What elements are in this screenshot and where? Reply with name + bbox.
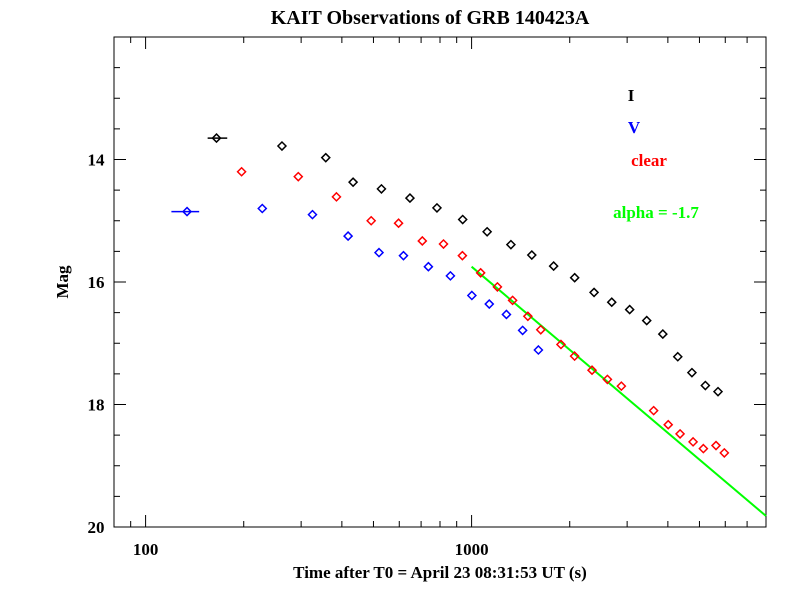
data-point-i: [712, 386, 724, 397]
data-point-clear: [366, 215, 377, 226]
data-point-clear: [555, 339, 567, 350]
data-point-clear: [719, 447, 730, 458]
data-point-i: [569, 272, 580, 283]
data-point-clear: [522, 311, 533, 322]
data-point-i: [276, 140, 288, 152]
data-point-v: [533, 344, 544, 356]
chart-title: KAIT Observations of GRB 140423A: [271, 7, 590, 29]
data-point-i: [526, 249, 537, 261]
y-tick-label: 18: [88, 396, 105, 415]
plot-area: 100 1000 14 16 18 20: [88, 36, 767, 559]
data-point-i: [641, 315, 652, 326]
data-point-v: [307, 209, 318, 220]
data-point-v: [466, 290, 477, 301]
data-point-v: [501, 309, 512, 320]
data-point-clear: [331, 191, 342, 202]
data-point-v: [181, 206, 193, 217]
x-tick-label: 1000: [455, 540, 489, 559]
data-point-i: [686, 367, 697, 378]
data-point-v: [517, 325, 528, 336]
legend-entry-i: I: [628, 86, 635, 105]
data-point-i: [482, 226, 493, 237]
data-point-clear: [492, 281, 503, 292]
fit-label: alpha = -1.7: [613, 203, 699, 222]
data-point-clear: [663, 419, 674, 430]
data-point-clear: [698, 443, 709, 454]
data-point-i: [700, 380, 711, 391]
data-point-i: [588, 287, 600, 298]
data-point-i: [211, 133, 222, 144]
data-point-clear: [710, 440, 722, 451]
data-point-i: [348, 177, 359, 188]
data-point-clear: [417, 235, 428, 247]
data-point-clear: [569, 351, 580, 362]
data-point-i: [320, 152, 331, 163]
data-point-clear: [507, 295, 518, 306]
data-point-i: [606, 297, 617, 308]
y-axis-label: Mag: [53, 265, 72, 299]
data-point-clear: [457, 250, 468, 261]
data-point-clear: [236, 166, 247, 177]
y-tick-label: 16: [88, 273, 105, 292]
x-axis-label: Time after T0 = April 23 08:31:53 UT (s): [293, 563, 587, 582]
data-point-i: [404, 193, 416, 204]
x-tick-label: 100: [133, 540, 159, 559]
data-point-v: [257, 203, 268, 214]
data-point-v: [423, 261, 434, 272]
data-point-v: [343, 231, 354, 242]
data-point-clear: [475, 267, 486, 278]
fit-line: [470, 265, 767, 517]
data-point-i: [672, 351, 683, 362]
y-tick-label: 14: [88, 151, 106, 170]
data-point-i: [376, 183, 387, 194]
data-point-clear: [586, 365, 598, 376]
legend-entry-v: V: [628, 118, 641, 137]
plot-frame: [113, 36, 767, 528]
data-point-i: [624, 304, 635, 315]
data-point-v: [398, 250, 409, 261]
data-point-v: [484, 298, 495, 310]
data-points: [171, 133, 730, 458]
data-point-i: [431, 202, 443, 213]
data-point-clear: [438, 238, 449, 250]
data-point-clear: [293, 171, 304, 182]
data-point-clear: [535, 324, 546, 335]
data-point-v: [373, 247, 385, 258]
y-tick-label: 20: [88, 518, 105, 537]
data-point-i: [505, 239, 516, 250]
data-point-clear: [602, 374, 613, 385]
data-point-v: [445, 270, 456, 281]
data-point-clear: [688, 436, 699, 447]
axis-ticks: 100 1000 14 16 18 20: [88, 36, 767, 559]
data-point-clear: [648, 405, 659, 416]
data-point-i: [548, 261, 559, 272]
data-point-clear: [393, 218, 404, 229]
legend-entry-clear: clear: [631, 151, 667, 170]
data-point-i: [657, 329, 668, 340]
data-point-i: [457, 214, 468, 225]
legend: I V clear alpha = -1.7: [613, 86, 699, 222]
data-point-clear: [675, 428, 686, 439]
data-point-clear: [616, 381, 627, 392]
